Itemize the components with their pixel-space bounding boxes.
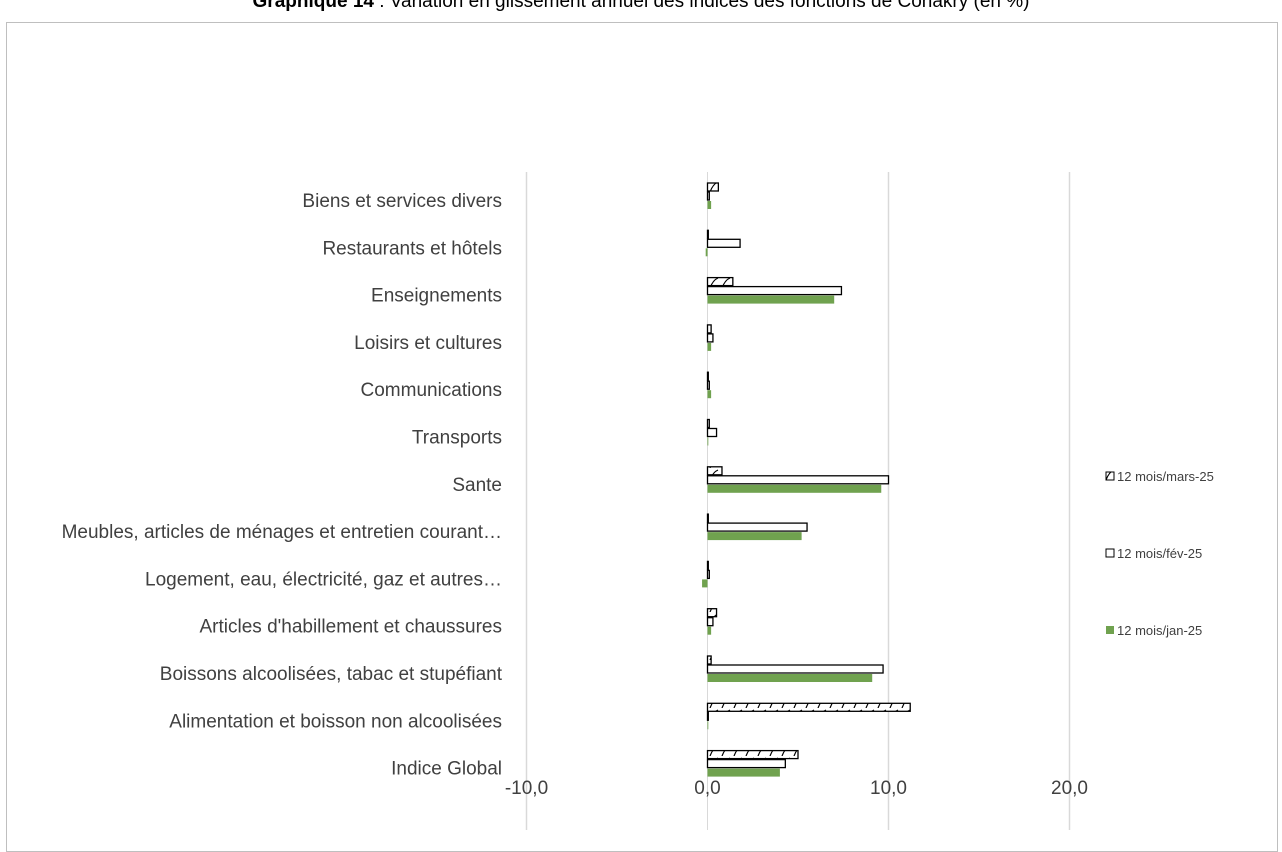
bar: [707, 532, 802, 541]
bar: [706, 608, 718, 618]
legend-label: 12 mois/mars-25: [1117, 469, 1214, 484]
bar: [707, 484, 882, 493]
bar: [706, 238, 741, 248]
x-tick-label: 10,0: [870, 778, 907, 799]
bar: [706, 371, 709, 381]
category-label: Biens et services divers: [302, 191, 502, 212]
chart-title: Graphique 14 : Variation en glissement a…: [0, 0, 1282, 13]
category-label: Communications: [361, 380, 503, 401]
bar: [707, 201, 712, 209]
bar: [706, 664, 884, 674]
bar: [706, 749, 799, 760]
category-label: Logement, eau, électricité, gaz et autre…: [145, 569, 502, 590]
bar: [705, 248, 708, 257]
category-label: Transports: [412, 428, 502, 449]
bar: [707, 390, 712, 399]
category-label: Boissons alcoolisées, tabac et stupéfian…: [160, 664, 503, 685]
bars: [702, 182, 911, 777]
legend-label: 12 mois/jan-25: [1117, 623, 1202, 638]
category-label: Alimentation et boisson non alcoolisées: [169, 711, 502, 732]
bar: [707, 674, 873, 682]
category-label: Sante: [452, 475, 502, 496]
grid-layer: [525, 172, 1071, 830]
category-label: Loisirs et cultures: [354, 333, 502, 354]
bar: [706, 560, 709, 571]
bar: [707, 295, 835, 304]
bar: [707, 342, 712, 351]
bar: [707, 437, 709, 446]
bar: [706, 617, 714, 627]
legend-swatch: [1105, 471, 1115, 481]
category-label: Restaurants et hôtels: [322, 238, 502, 259]
chart-title-rest: : Variation en glissement annuel des ind…: [373, 0, 1030, 12]
bar: [706, 333, 714, 343]
x-tick-label: 20,0: [1051, 778, 1088, 799]
x-tick-label: -10,0: [505, 778, 548, 799]
category-label: Meubles, articles de ménages et entretie…: [62, 522, 502, 543]
bar: [706, 182, 720, 192]
category-label: Articles d'habillement et chaussures: [200, 617, 503, 638]
bar: [706, 702, 911, 712]
bar: [706, 475, 890, 485]
legend-label: 12 mois/fév-25: [1117, 546, 1202, 561]
bar: [706, 418, 710, 429]
bar: [706, 427, 718, 438]
category-label: Enseignements: [371, 286, 502, 307]
bar: [706, 276, 734, 287]
legend-swatch: [1106, 626, 1114, 634]
bar: [706, 522, 808, 532]
bar: [706, 513, 709, 523]
bar: [706, 191, 710, 201]
bar: [707, 626, 712, 635]
x-axis-ticks: -10,0 0,0 10,0 20,0: [505, 778, 1088, 799]
bar: [706, 711, 709, 721]
bar: [706, 229, 709, 239]
x-tick-label: 0,0: [694, 778, 720, 799]
bar: [706, 285, 843, 296]
category-labels: Biens et services divers Restaurants et h…: [62, 191, 503, 780]
bar: [707, 721, 709, 730]
category-label: Indice Global: [391, 759, 502, 780]
chart-frame: [6, 22, 1278, 852]
bar: [702, 579, 708, 588]
bar: [706, 655, 712, 665]
bar: [706, 569, 710, 580]
bar-chart: Biens et services divers Restaurants et h…: [62, 172, 1214, 830]
bar: [706, 466, 723, 476]
bar: [706, 324, 712, 334]
legend: 12 mois/mars-25 12 mois/fév-25 12 mois/jan…: [1105, 469, 1214, 638]
legend-swatch: [1105, 548, 1115, 558]
chart-title-bold: Graphique 14: [252, 0, 374, 12]
bar: [706, 758, 786, 769]
bar: [706, 380, 710, 390]
bar: [707, 768, 780, 777]
